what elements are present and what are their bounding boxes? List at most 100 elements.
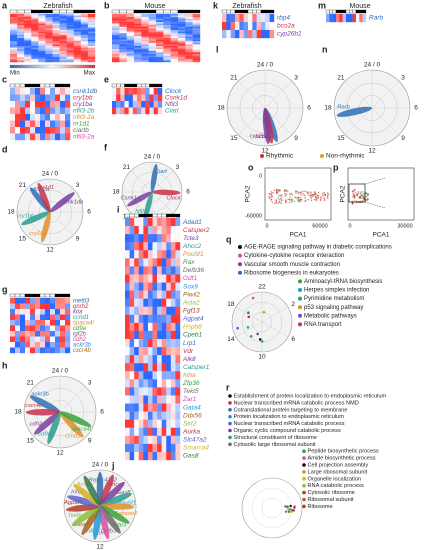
heatmap-cell (17, 26, 25, 29)
heatmap-cell (45, 120, 51, 128)
hour-label: 9 (294, 135, 298, 142)
heatmap-cell (185, 60, 193, 63)
point (315, 193, 318, 196)
heatmap-cell (243, 14, 249, 23)
time-bar (9, 293, 16, 298)
heatmap-cell (134, 31, 142, 34)
point (326, 191, 329, 194)
phase-petal (99, 481, 125, 507)
heatmap-cell (124, 88, 129, 95)
point (270, 199, 273, 201)
heatmap-cell (157, 290, 162, 299)
heatmap-cell (30, 101, 36, 108)
heatmap-cell (178, 25, 186, 27)
time-bar (352, 9, 357, 14)
gene-label: rbp4 (277, 15, 290, 22)
heatmap-cell (10, 38, 18, 40)
heatmap-cell (30, 94, 36, 102)
heatmap-cell (166, 234, 172, 243)
heatmap-cell (119, 54, 127, 56)
heatmap-cell (265, 22, 270, 31)
heatmap-cell (25, 331, 31, 337)
heatmap-cell (161, 355, 167, 364)
legend-dot (298, 296, 302, 301)
heatmap-cell (269, 14, 275, 23)
time-bar (265, 9, 270, 14)
heatmap-cell (157, 427, 162, 436)
heatmap-cell (10, 298, 16, 304)
heatmap-cell (134, 234, 139, 243)
heatmap-cell (152, 274, 158, 283)
heatmap-cell (35, 88, 41, 95)
heatmap-cell (45, 127, 51, 134)
heatmap-cell (362, 14, 367, 23)
heatmap-cell (15, 107, 21, 115)
heatmap-cell (147, 258, 153, 267)
heatmap-cell (45, 325, 51, 332)
heatmap-cell (24, 30, 32, 32)
heatmap-cell (157, 234, 162, 243)
panel-title: Zebrafish (232, 3, 261, 10)
heatmap-cell (24, 20, 32, 23)
heatmap-cell (66, 41, 74, 43)
heatmap-cell (60, 94, 66, 102)
heatmap-cell (24, 23, 32, 26)
hour-label: 21 (230, 74, 238, 81)
heatmap-cell (252, 22, 257, 31)
panel-label: m (318, 0, 326, 10)
heatmap-cell (166, 298, 172, 307)
heatmap-cell (119, 20, 127, 23)
heatmap-cell (126, 47, 135, 50)
heatmap-cell (125, 419, 130, 428)
heatmap-cell (24, 39, 32, 42)
point (280, 194, 283, 196)
heatmap-cell (129, 339, 135, 348)
heatmap-cell (126, 26, 135, 29)
heatmap-cell (138, 282, 144, 291)
heatmap-cell (129, 242, 135, 251)
heatmap-cell (10, 133, 16, 141)
heatmap-cell (170, 25, 179, 27)
phase-petal (262, 107, 271, 144)
heatmap-cell (147, 274, 153, 283)
heatmap-cell (38, 44, 46, 47)
heatmap-cell (73, 55, 82, 58)
heatmap-cell (143, 379, 149, 388)
heatmap-cell (125, 427, 130, 436)
heatmap-cell (112, 33, 120, 35)
heatmap-cell (156, 30, 164, 32)
heatmap-cell (112, 17, 120, 19)
heatmap-cell (119, 14, 127, 16)
heatmap-cell (170, 266, 176, 275)
heatmap-cell (125, 451, 130, 461)
heatmap-cell (147, 282, 153, 291)
panel-title: Mouse (349, 3, 370, 10)
heatmap-cell (192, 14, 201, 16)
heatmap-cell (119, 18, 127, 21)
heatmap-cell (185, 41, 193, 43)
heatmap-cell (138, 218, 144, 227)
legend-dot (302, 490, 306, 495)
heatmap-cell (50, 309, 56, 315)
label: -60000 (245, 213, 262, 219)
heatmap-cell (17, 23, 25, 26)
heatmap-cell (20, 127, 26, 134)
heatmap-cell (148, 34, 157, 37)
heatmap-cell (59, 38, 67, 40)
heatmap-cell (152, 322, 158, 332)
legend-dot (228, 421, 232, 426)
heatmap-cell (170, 52, 179, 55)
point (297, 196, 300, 199)
heatmap-cell (38, 36, 46, 39)
heatmap-cell (10, 17, 18, 19)
heatmap-cell (175, 266, 181, 275)
point (280, 202, 283, 205)
heatmap-cell (38, 38, 46, 40)
time-bar (260, 9, 266, 14)
hour-label: 18 (14, 409, 22, 416)
heatmap-cell (147, 339, 153, 348)
heatmap-cell (112, 20, 120, 23)
heatmap-cell (235, 22, 240, 31)
heatmap-cell (175, 274, 181, 283)
time-bar (362, 9, 367, 14)
